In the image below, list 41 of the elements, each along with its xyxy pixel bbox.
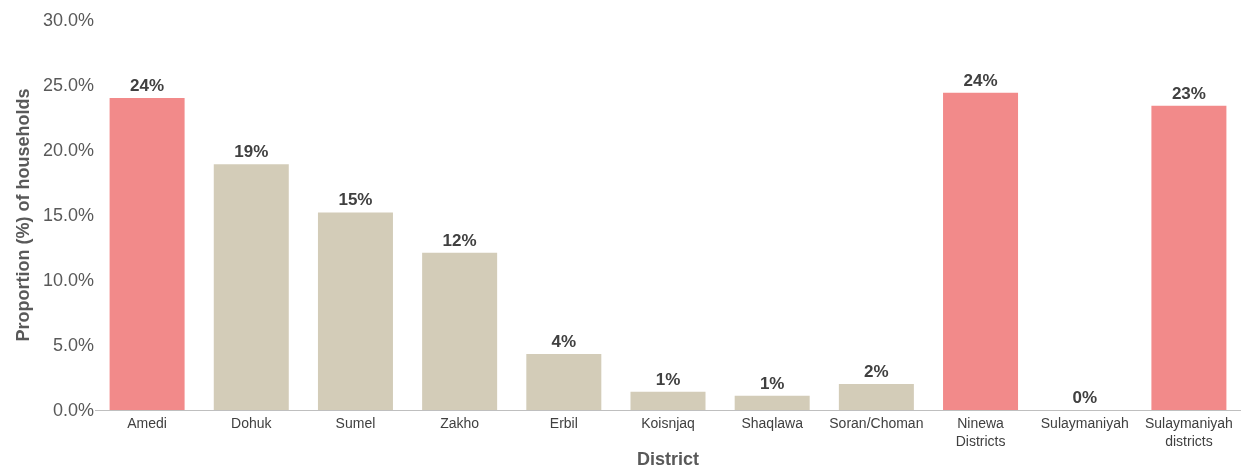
y-tick-label: 10.0% [42,270,94,291]
bar [317,212,393,410]
y-tick-label: 5.0% [52,335,94,356]
bar [422,252,498,410]
bar [734,395,810,410]
bar [109,98,185,410]
data-label: 1% [759,373,785,393]
data-label: 24% [963,70,998,90]
x-axis-title: District [636,449,700,470]
y-tick-label: 25.0% [42,75,94,96]
y-tick-label: 20.0% [42,140,94,161]
x-tick-label: Erbil [549,414,578,431]
data-label: 1% [655,369,681,389]
data-label: 19% [234,142,269,162]
data-label: 2% [864,362,889,381]
data-label: 15% [338,190,373,210]
data-label: 0% [1072,388,1098,407]
bar [1151,105,1227,410]
y-tick-label: 0.0% [52,400,94,421]
y-tick-label: 15.0% [42,205,94,226]
y-tick-label: 30.0% [42,10,94,31]
x-tick-label: Shaqlawa [741,414,804,431]
x-tick-label: Sulaymaniyah [1040,414,1129,431]
x-tick-label: Sumel [335,414,376,431]
bar [943,92,1019,410]
data-label: 23% [1171,83,1206,103]
bar [630,391,706,410]
bar [526,354,602,410]
x-tick-label: Sulaymaniyah districts [1144,414,1233,449]
x-tick-label: Soran/Choman [829,414,924,431]
x-tick-label: Dohuk [231,414,273,431]
y-axis-title: Proportion (%) of households [13,88,34,342]
data-label: 4% [551,332,577,352]
bar [838,384,914,410]
x-tick-label: Zakho [440,414,480,431]
x-tick-label: Koisnjaq [641,414,695,431]
x-tick-label: Ninewa Districts [955,414,1006,449]
x-tick-label: Amedi [127,414,167,431]
data-label: 24% [130,76,165,95]
data-label: 12% [442,230,477,250]
bar [213,164,289,410]
